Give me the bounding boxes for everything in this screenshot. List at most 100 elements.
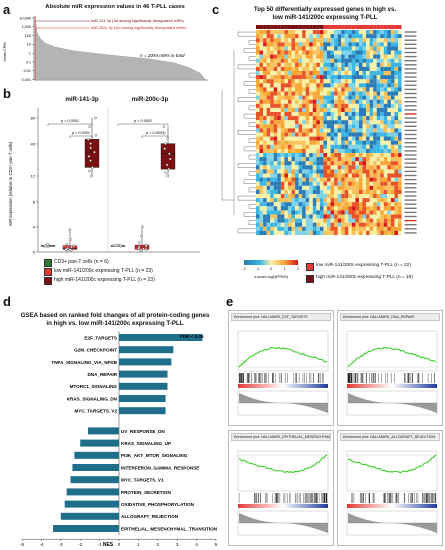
gsea-bar xyxy=(66,488,119,496)
legend-label-high: high miR-141/200c expressing T-PLL (n = … xyxy=(54,277,155,283)
panel-b-point xyxy=(163,147,166,150)
gsea-xtick: 5 xyxy=(215,542,218,547)
panel-label-a: a xyxy=(3,2,11,17)
enrichment-plot: Enrichment plot: HALLMARK_DNA_REPAIR xyxy=(337,310,443,426)
gsea-bar-label: ALLOGRAFT_REJECTION xyxy=(121,514,179,519)
panel-b-group-title-2: miR-200c-3p xyxy=(131,96,169,103)
gsea-xtick: 0 xyxy=(118,542,121,547)
enrichment-plot-graphic xyxy=(237,450,329,536)
panel-b-point xyxy=(169,157,172,161)
panel-b-ytick: 40 xyxy=(31,141,36,146)
enrichment-plot-graphic xyxy=(237,330,329,416)
panel-b-boxes xyxy=(40,116,176,253)
gsea-bar xyxy=(64,500,119,508)
panel-c-scale-tick: 0 xyxy=(270,267,272,271)
panel-b-ytick: 0 xyxy=(33,249,36,254)
panel-b-chart: miR expression (relative to CD3+ pan-T c… xyxy=(8,108,200,254)
enrichment-plot: Enrichment plot: HALLMARK_ALLOGRAFT_REJE… xyxy=(337,430,443,546)
panel-b-legend-item: high miR-141/200c expressing T-PLL (n = … xyxy=(44,276,214,285)
panel-a-ytick: 0.001 xyxy=(21,78,31,82)
panel-b-point xyxy=(64,248,68,251)
panel-b-point xyxy=(141,225,144,228)
panel-a-yticks: 10,000 1,000 100 10 1 0.1 0.01 0.001 xyxy=(19,16,34,82)
panel-a-chart: 10,000 1,000 100 10 1 0.1 0.01 0.001 mean CPM m… xyxy=(3,16,208,82)
enrichment-plot-header: Enrichment plot: HALLMARK_E2F_TARGETS xyxy=(231,313,331,321)
panel-c-column-annotation xyxy=(256,25,402,29)
panel-b-point xyxy=(165,163,169,167)
gsea-xtick: 4 xyxy=(195,542,198,547)
panel-b-point xyxy=(65,243,69,246)
gsea-xtick: -3 xyxy=(59,542,63,547)
panel-label-b: b xyxy=(3,86,11,101)
panel-b-point xyxy=(87,155,91,158)
panel-b-point xyxy=(88,169,91,173)
panel-c-scale-tick: -2 xyxy=(242,267,245,271)
panel-b-point xyxy=(144,248,148,251)
panel-b-point xyxy=(145,243,148,247)
gsea-bar-label: MTORC1_SIGNALING xyxy=(70,384,118,389)
panel-a-ytick: 10 xyxy=(27,43,31,47)
panel-a-ytick: 10,000 xyxy=(19,16,31,20)
gsea-bar-label: PI3K_AKT_MTOR_SIGNALING xyxy=(121,453,188,458)
panel-b-point xyxy=(119,244,122,247)
panel-a-ytick: 1,000 xyxy=(21,25,31,29)
legend-swatch-low xyxy=(44,268,52,276)
panel-b-point xyxy=(68,248,72,251)
gsea-xtick: 3 xyxy=(176,542,179,547)
panel-a-ylabel: mean CPM xyxy=(3,43,7,62)
legend-label-cd3: CD3+ pan-T cells (n = 6) xyxy=(54,259,109,265)
panel-d-xlabel: NES xyxy=(103,542,114,548)
panel-e-grid: Enrichment plot: HALLMARK_E2F_TARGETS Enr… xyxy=(228,310,443,546)
panel-b-point xyxy=(46,245,50,249)
legend-swatch-high xyxy=(44,277,52,285)
panel-b-point xyxy=(138,248,142,252)
gsea-bar xyxy=(60,512,119,520)
panel-c-legend: low miR-141/200c-expressing T-PLL (n = 2… xyxy=(306,262,445,283)
legend-swatch-c-high xyxy=(306,275,314,283)
panel-d-fdr-note: FDR < 0.05 xyxy=(180,334,204,339)
panel-b-legend: CD3+ pan-T cells (n = 6) low miR-141/200… xyxy=(44,258,214,285)
panel-c-scale-label: z-score log2(FPKM) xyxy=(254,275,288,279)
panel-b-ytick: 4 xyxy=(33,224,36,229)
legend-label-c-high: high miR-141/200c-expressing T-PLL (n = … xyxy=(316,275,413,280)
gsea-bar xyxy=(70,476,119,484)
panel-c-cells xyxy=(256,30,402,236)
panel-b-point xyxy=(114,244,118,247)
gsea-bar xyxy=(119,346,174,354)
gsea-bar xyxy=(53,525,119,532)
panel-b-point xyxy=(167,167,171,171)
panel-b-ytick: 12 xyxy=(31,173,36,178)
panel-c-legend-item: low miR-141/200c-expressing T-PLL (n = 2… xyxy=(306,262,445,271)
panel-b-point xyxy=(166,174,170,178)
panel-b-point xyxy=(46,243,49,246)
panel-c-gene-labels xyxy=(404,31,417,234)
panel-b-point xyxy=(163,132,166,135)
panel-b-point xyxy=(69,238,72,241)
legend-swatch-cd3 xyxy=(44,259,52,267)
panel-b-legend-item: CD3+ pan-T cells (n = 6) xyxy=(44,258,214,267)
panel-b-box xyxy=(84,139,100,168)
panel-b-point xyxy=(89,142,92,145)
gsea-bar xyxy=(119,382,168,390)
gsea-bar-label: KRAS_SIGNALING_DN xyxy=(67,396,118,401)
panel-b-point xyxy=(94,133,98,137)
gsea-bar-label: MYC_TARGETS_V1 xyxy=(121,478,164,483)
panel-c-scale-tick: 2 xyxy=(297,267,299,271)
panel-b-point xyxy=(162,125,166,128)
panel-d-chart: E2F_TARGETS G2M_CHECKPOINT TNFA_SIGNALING_… xyxy=(20,331,218,548)
panel-c-dendrogram xyxy=(221,31,256,234)
panel-b-point xyxy=(166,137,169,140)
panel-b-point xyxy=(86,138,90,141)
panel-b-point xyxy=(70,245,73,249)
panel-a-ytick: 100 xyxy=(25,34,31,38)
panel-b-point xyxy=(91,166,94,169)
panel-b-pvalue-2: p < 0.0001 xyxy=(71,131,90,135)
panel-c-legend-item: high miR-141/200c-expressing T-PLL (n = … xyxy=(306,274,445,283)
panel-a-callout-200c: miR-200c-3p (3rd among significantly der… xyxy=(91,26,187,30)
panel-c-colorscale: -2 -1 0 1 2 z-score log2(FPKM) xyxy=(242,260,299,279)
panel-b-point xyxy=(88,125,91,128)
panel-c-title: Top 50 differentially expressed genes in… xyxy=(253,6,397,21)
panel-b-point xyxy=(168,152,171,156)
gsea-bar xyxy=(119,334,203,341)
gsea-bar xyxy=(119,370,168,378)
